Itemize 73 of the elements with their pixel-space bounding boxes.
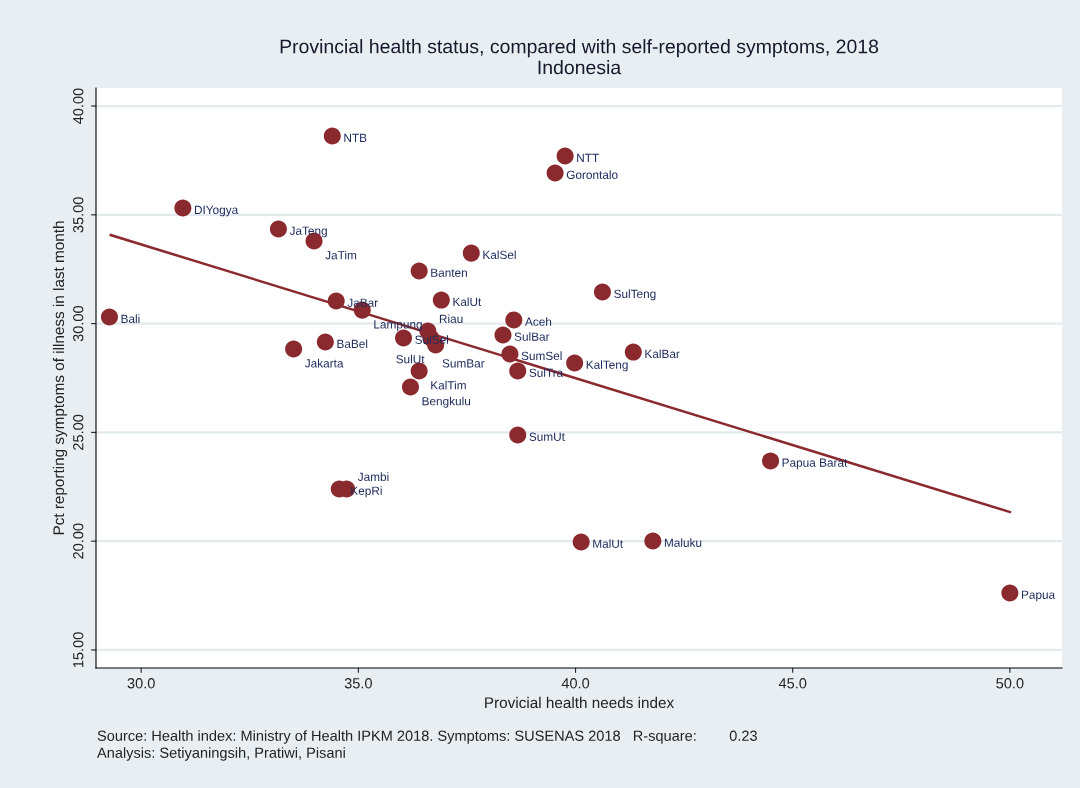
annotation: Papua Barat [782, 458, 848, 470]
annotation: SumSel [521, 351, 562, 361]
chart-subtitle: Indonesia [538, 60, 622, 75]
y-axis-title: Pct reporting symptoms of illness in last month [52, 221, 68, 535]
y-tick-label: 20.00 [73, 523, 84, 559]
y-tick-label: 35.00 [73, 197, 84, 233]
point [327, 292, 345, 310]
annotation: NTT [577, 153, 599, 162]
annotation: Jakarta [304, 358, 344, 368]
annotation: JaTeng [289, 226, 327, 238]
point [323, 127, 341, 145]
x-tick-label: 45.0 [778, 678, 807, 689]
point [566, 354, 584, 372]
point [501, 345, 519, 363]
point [593, 283, 611, 301]
annotation: SulTeng [614, 289, 656, 301]
annotation: Banten [431, 268, 467, 277]
x-tick-label: 30.0 [127, 678, 155, 689]
point [505, 311, 523, 329]
source-note: Source: Health index: Ministry of Health IPKM 2018. Symptoms: SUSENAS 2018 R-square: 0.23 [97, 730, 757, 744]
point [762, 452, 780, 470]
annotation: SulBar [514, 332, 550, 341]
point [462, 244, 480, 262]
x-tick-label: 40.0 [561, 678, 590, 689]
annotation: Bali [121, 314, 140, 324]
y-tick-label: 25.00 [73, 414, 84, 450]
point [509, 426, 527, 444]
annotation: Gorontalo [566, 170, 618, 180]
annotation: BaBel [337, 339, 368, 349]
annotation: SumUt [529, 432, 565, 441]
chart-title: Provincial health status, compared with self-reported symptoms, 2018 [280, 39, 879, 58]
point [546, 164, 564, 182]
y-tick-label: 15.00 [73, 632, 84, 668]
annotation: KalTeng [586, 360, 628, 372]
point [624, 343, 642, 361]
x-tick-label: 35.0 [344, 678, 372, 689]
annotation: KalUt [453, 297, 482, 307]
annotation: JaTim [325, 250, 357, 260]
annotation: Bengkulu [422, 396, 471, 408]
y-tick-label: 30.00 [73, 305, 84, 342]
point [432, 291, 450, 309]
point [572, 533, 590, 551]
point [1001, 584, 1019, 602]
annotation: KalTim [431, 380, 466, 390]
annotation: JaBar [347, 298, 378, 307]
point [410, 362, 428, 380]
x-axis-title: Provicial health needs index [485, 696, 674, 709]
x-tick-label: 50.0 [996, 678, 1024, 689]
point [509, 362, 527, 380]
annotation: Aceh [524, 317, 552, 326]
point [410, 262, 428, 280]
text: Analysis: Setiyaningsih, Pratiwi, Pisani [97, 747, 345, 761]
annotation: SumBar [442, 359, 485, 368]
annotation: KalBar [645, 349, 680, 359]
annotation: Jambi [357, 472, 389, 482]
point [644, 532, 662, 550]
annotation: KalSel [483, 250, 516, 260]
annotation: MalUt [593, 539, 624, 548]
point [556, 147, 574, 165]
annotation: Maluku [664, 538, 702, 547]
annotation: SulUt [396, 354, 425, 364]
annotation: NTB [344, 133, 367, 142]
point [269, 220, 287, 238]
point [285, 340, 303, 358]
point [494, 326, 512, 344]
point [316, 333, 334, 351]
annotation: DIYogya [194, 205, 239, 217]
point [401, 378, 419, 396]
annotation: Riau [439, 314, 463, 324]
point [100, 308, 118, 326]
point [174, 199, 192, 217]
y-tick-label: 40.00 [73, 88, 84, 124]
annotation: Papua [1021, 590, 1056, 602]
